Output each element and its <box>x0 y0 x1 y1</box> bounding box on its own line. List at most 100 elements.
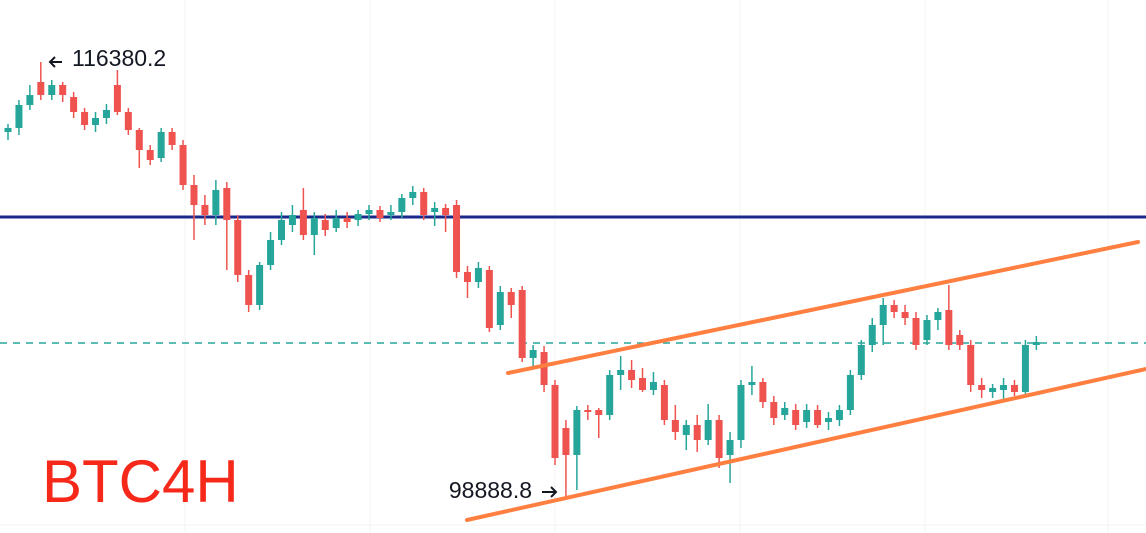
candle-body <box>4 128 12 132</box>
candle-body <box>857 345 865 375</box>
candle-body <box>343 218 351 222</box>
candle-body <box>671 420 679 432</box>
candle-body <box>102 110 110 118</box>
candle-body <box>267 240 275 265</box>
candle-body <box>256 265 264 305</box>
candle-body <box>682 425 690 435</box>
high-annotation: 116380.2 <box>48 45 166 71</box>
candle-body <box>59 85 67 95</box>
candle-body <box>365 210 373 214</box>
candle-body <box>595 410 603 415</box>
candle-body <box>1010 385 1018 392</box>
candle-body <box>978 385 986 390</box>
candle-body <box>573 410 581 455</box>
candle-body <box>551 385 559 458</box>
candle-body <box>628 370 636 380</box>
candle-body <box>715 420 723 458</box>
candle-body <box>639 378 647 390</box>
arrow-left <box>48 56 62 68</box>
candle-body <box>693 425 701 440</box>
candle-body <box>770 402 778 418</box>
candle-body <box>387 212 395 215</box>
candle-body <box>81 112 89 125</box>
candle-body <box>606 375 614 415</box>
candle-body <box>540 352 548 385</box>
chart-title: BTC4H <box>42 448 239 515</box>
low-annotation: 98888.8 <box>449 477 558 503</box>
candle-body <box>890 305 898 312</box>
candle-body <box>453 205 461 272</box>
candle-body <box>135 130 143 150</box>
candle-body <box>354 214 362 220</box>
candle-body <box>660 385 668 420</box>
candle-body <box>201 205 209 215</box>
candle-body <box>945 310 953 345</box>
candle-body <box>420 192 428 215</box>
candle-body <box>15 105 23 128</box>
candle-body <box>529 350 537 358</box>
candle-body <box>507 292 515 305</box>
candle-body <box>792 410 800 425</box>
candle-body <box>518 290 526 358</box>
candle-body <box>781 408 789 415</box>
candle-body <box>1000 385 1008 390</box>
candle-body <box>332 218 340 228</box>
candle-body <box>463 272 471 282</box>
candle-body <box>868 325 876 345</box>
candle-body <box>737 385 745 440</box>
candle-body <box>496 292 504 325</box>
candle-body <box>923 320 931 340</box>
candle-body <box>310 218 318 235</box>
channel <box>465 240 1146 522</box>
candle-body <box>409 192 417 198</box>
candle-body <box>179 145 187 185</box>
candle-body <box>748 382 756 385</box>
candle-body <box>26 95 34 105</box>
candle-body <box>146 150 154 160</box>
candle-body <box>584 410 592 412</box>
candle-body <box>617 370 625 375</box>
candle-body <box>726 440 734 455</box>
candle-body <box>934 312 942 320</box>
candle-body <box>245 275 253 305</box>
candle-body <box>814 410 822 425</box>
low-label: 98888.8 <box>449 477 532 503</box>
candle-body <box>234 220 242 275</box>
channel-upper <box>506 240 1140 375</box>
candle-body <box>212 190 220 215</box>
candle-body <box>1021 345 1029 392</box>
candle-body <box>879 305 887 325</box>
candle-body <box>846 375 854 410</box>
candle-body <box>901 312 909 318</box>
candle-body <box>704 420 712 440</box>
candle-body <box>474 268 482 282</box>
candle-body <box>835 410 843 420</box>
candle-body <box>967 345 975 385</box>
candle-body <box>48 85 56 95</box>
candle-body <box>168 132 176 145</box>
candle-body <box>912 318 920 345</box>
candle-body <box>37 82 45 95</box>
candle-body <box>989 388 997 392</box>
candle-body <box>70 97 78 112</box>
candle-body <box>825 418 832 422</box>
candle-body <box>1032 342 1040 345</box>
candles <box>4 61 1040 500</box>
candle-body <box>288 215 296 225</box>
candle-body <box>113 85 121 112</box>
candle-body <box>442 208 450 215</box>
candle-body <box>803 410 811 422</box>
candle-body <box>124 112 132 130</box>
candle-body <box>92 118 100 125</box>
candle-body <box>485 270 493 328</box>
candle-body <box>759 382 767 402</box>
high-label: 116380.2 <box>72 45 166 71</box>
candle-body <box>223 188 231 220</box>
candle-body <box>562 428 570 455</box>
candle-body <box>278 220 285 240</box>
arrow-right <box>542 486 558 498</box>
candle-body <box>649 382 657 390</box>
candle-body <box>157 132 165 158</box>
